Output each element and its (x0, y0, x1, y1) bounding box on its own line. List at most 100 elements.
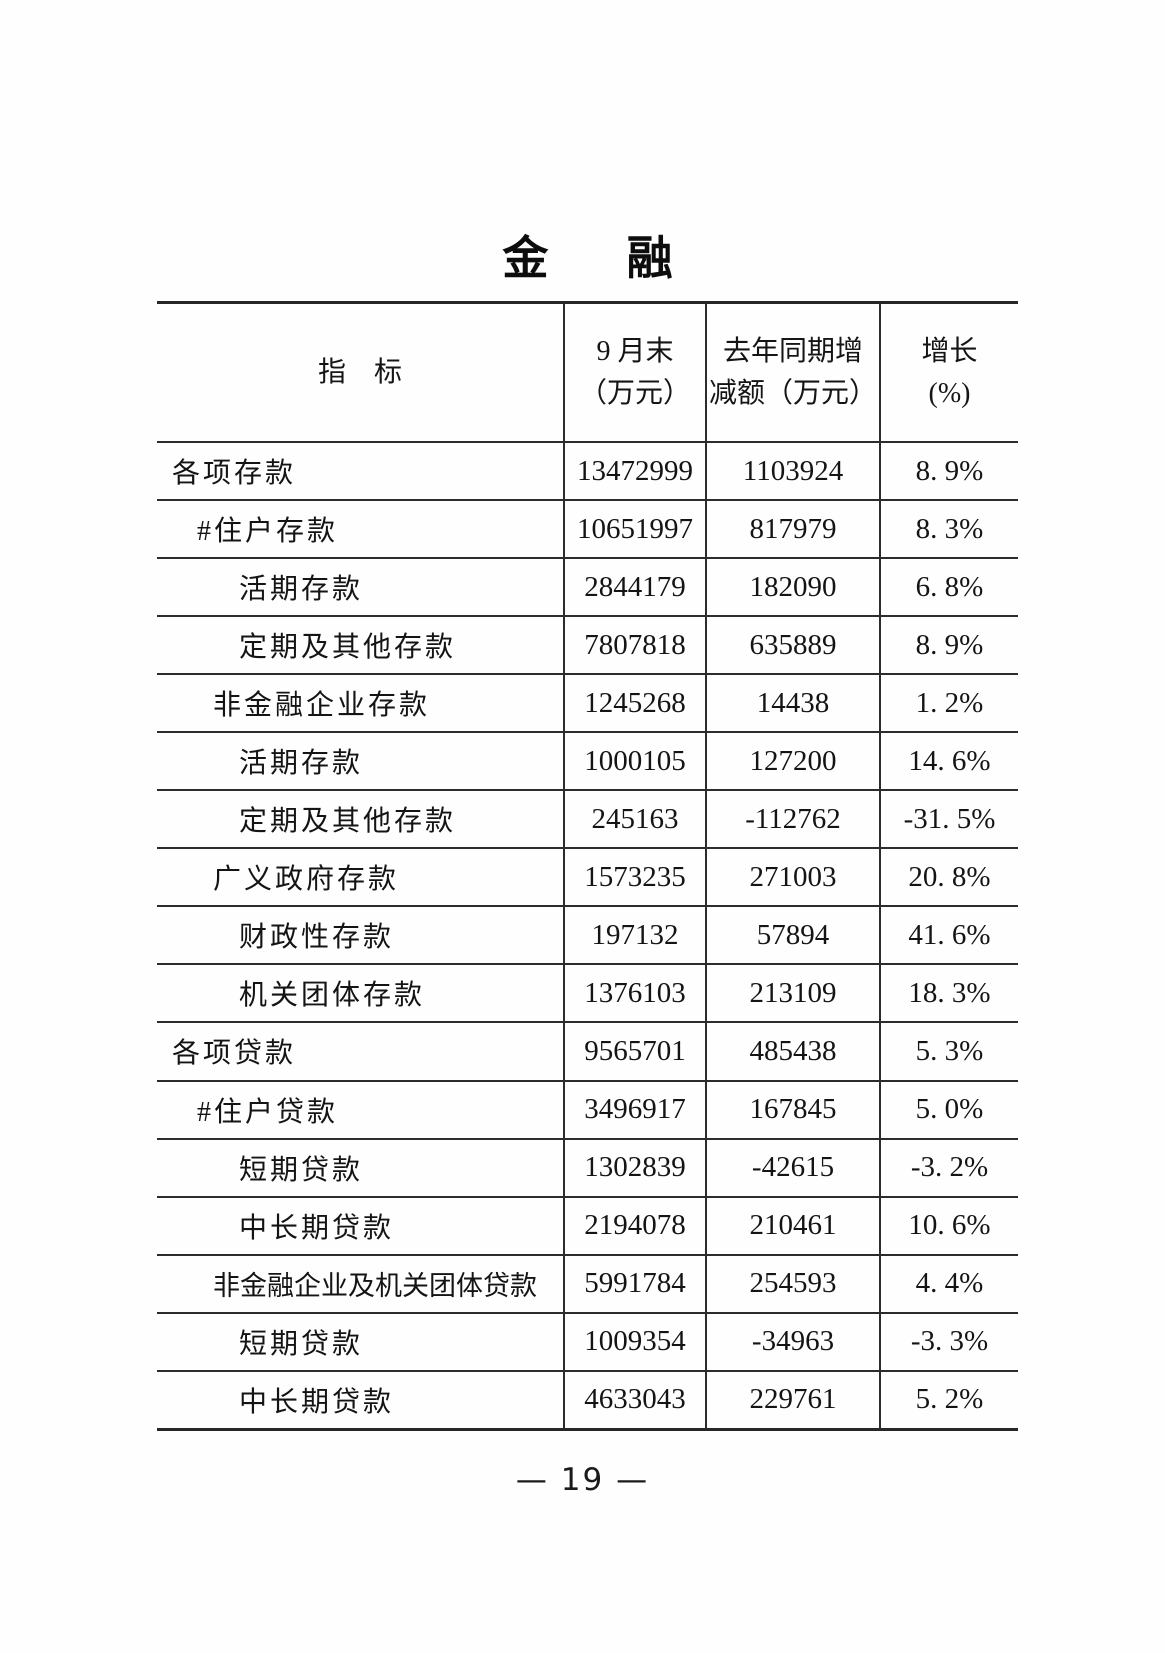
value-cell: 9565701 (563, 1023, 705, 1080)
growth-number: 8. 9% (915, 454, 984, 487)
indicator-cell: 中长期贷款 (157, 1372, 563, 1428)
value-number: 10651997 (577, 512, 693, 545)
indicator-label: 机关团体存款 (239, 980, 426, 1012)
growth-cell: 20. 8% (879, 849, 1018, 906)
growth-cell: -3. 3% (879, 1313, 1018, 1370)
value-cell: 3496917 (563, 1081, 705, 1138)
table-row: #住户贷款 3496917 167845 5. 0% (157, 1079, 1018, 1138)
value-number: 1009354 (584, 1325, 686, 1358)
indicator-cell: 定期及其他存款 (157, 617, 563, 673)
indicator-label: 广义政府存款 (213, 864, 400, 896)
change-number: 127200 (749, 744, 837, 777)
change-number: -42615 (751, 1151, 835, 1184)
growth-cell: 5. 3% (879, 1023, 1018, 1080)
change-number: 182090 (749, 570, 837, 603)
value-number: 7807818 (584, 628, 686, 661)
indicator-label: 定期及其他存款 (239, 806, 457, 838)
change-cell: 167845 (705, 1081, 879, 1138)
growth-number: 41. 6% (908, 918, 991, 951)
value-cell: 1009354 (563, 1313, 705, 1370)
change-number: 14438 (756, 686, 830, 719)
change-cell: -112762 (705, 791, 879, 848)
change-cell: 635889 (705, 617, 879, 674)
table-row: 定期及其他存款 7807818 635889 8. 9% (157, 615, 1018, 674)
growth-cell: -31. 5% (879, 791, 1018, 848)
value-number: 4633043 (584, 1383, 686, 1416)
value-number: 1000105 (584, 744, 686, 777)
indicator-cell: 非金融企业存款 (157, 675, 563, 731)
value-number: 2844179 (584, 570, 686, 603)
change-number: 1103924 (742, 454, 844, 487)
table-row: #住户存款 10651997 817979 8. 3% (157, 499, 1018, 558)
growth-number: -31. 5% (903, 802, 996, 835)
change-number: 485438 (749, 1034, 837, 1067)
growth-number: 10. 6% (908, 1209, 991, 1242)
value-cell: 1245268 (563, 675, 705, 732)
growth-number: 1. 2% (915, 686, 984, 719)
value-number: 1302839 (584, 1151, 686, 1184)
change-cell: 210461 (705, 1197, 879, 1254)
indicator-cell: 财政性存款 (157, 907, 563, 963)
change-number: 254593 (749, 1267, 837, 1300)
growth-number: -3. 3% (910, 1325, 989, 1358)
header-growth-line2: (%) (928, 377, 971, 409)
growth-cell: 41. 6% (879, 907, 1018, 964)
table-row: 中长期贷款 2194078 210461 10. 6% (157, 1195, 1018, 1254)
value-number: 1573235 (584, 860, 686, 893)
growth-number: 6. 8% (915, 570, 984, 603)
growth-cell: 8. 9% (879, 443, 1018, 500)
indicator-cell: 活期存款 (157, 733, 563, 789)
change-cell: -34963 (705, 1313, 879, 1370)
table-row: 财政性存款 197132 57894 41. 6% (157, 905, 1018, 964)
change-cell: 14438 (705, 675, 879, 732)
growth-cell: 6. 8% (879, 559, 1018, 616)
table-row: 活期存款 1000105 127200 14. 6% (157, 731, 1018, 790)
growth-cell: 1. 2% (879, 675, 1018, 732)
change-cell: 271003 (705, 849, 879, 906)
value-number: 9565701 (584, 1034, 686, 1067)
change-number: 210461 (749, 1209, 837, 1242)
change-cell: 229761 (705, 1371, 879, 1428)
change-cell: -42615 (705, 1139, 879, 1196)
growth-cell: 14. 6% (879, 733, 1018, 790)
growth-cell: 18. 3% (879, 965, 1018, 1022)
indicator-cell: 各项贷款 (157, 1023, 563, 1079)
value-cell: 4633043 (563, 1371, 705, 1428)
header-indicator-label: 指标 (317, 356, 430, 388)
indicator-cell: 短期贷款 (157, 1314, 563, 1370)
table-row: 短期贷款 1009354 -34963 -3. 3% (157, 1311, 1018, 1370)
growth-cell: 5. 0% (879, 1081, 1018, 1138)
indicator-label: #住户贷款 (197, 1096, 339, 1128)
change-number: 635889 (749, 628, 837, 661)
indicator-label: 非金融企业存款 (213, 690, 431, 722)
table-header-row: 指标 9 月末 （万元） 去年同期增 减额（万元） 增长 (%) (157, 304, 1018, 441)
change-cell: 182090 (705, 559, 879, 616)
growth-number: 8. 3% (915, 512, 984, 545)
table-row: 各项贷款 9565701 485438 5. 3% (157, 1021, 1018, 1080)
growth-number: 5. 2% (915, 1383, 984, 1416)
indicator-label: 中长期贷款 (239, 1386, 395, 1418)
table-row: 活期存款 2844179 182090 6. 8% (157, 557, 1018, 616)
indicator-label: 非金融企业及机关团体贷款 (213, 1271, 537, 1302)
growth-cell: 5. 2% (879, 1371, 1018, 1428)
change-number: -34963 (751, 1325, 835, 1358)
growth-cell: 8. 9% (879, 617, 1018, 674)
change-cell: 57894 (705, 907, 879, 964)
value-cell: 1302839 (563, 1139, 705, 1196)
indicator-cell: 短期贷款 (157, 1140, 563, 1196)
indicator-label: 活期存款 (239, 748, 364, 780)
change-cell: 254593 (705, 1255, 879, 1312)
indicator-cell: 中长期贷款 (157, 1198, 563, 1254)
value-cell: 2194078 (563, 1197, 705, 1254)
header-change-col: 去年同期增 减额（万元） (705, 304, 879, 441)
growth-cell: 4. 4% (879, 1255, 1018, 1312)
table-row: 广义政府存款 1573235 271003 20. 8% (157, 847, 1018, 906)
table-row: 各项存款 13472999 1103924 8. 9% (157, 441, 1018, 500)
value-number: 197132 (591, 918, 679, 951)
indicator-label: 活期存款 (239, 574, 364, 606)
growth-number: 5. 3% (915, 1034, 984, 1067)
header-growth-line1: 增长 (921, 335, 978, 367)
change-cell: 213109 (705, 965, 879, 1022)
value-cell: 2844179 (563, 559, 705, 616)
